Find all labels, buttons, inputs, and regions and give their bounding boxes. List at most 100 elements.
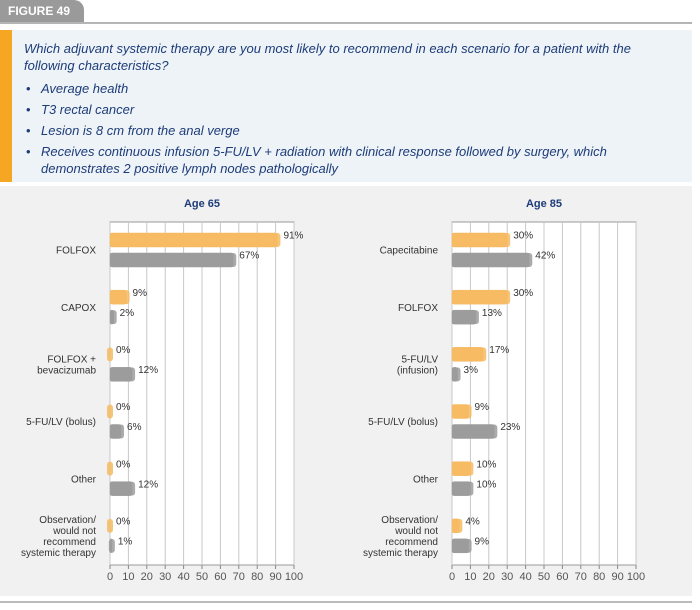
value-label: 12%	[138, 479, 158, 490]
bar-cap	[504, 290, 511, 305]
value-label: 23%	[500, 422, 520, 433]
bar-cap	[465, 538, 472, 553]
value-label: 67%	[239, 251, 259, 262]
value-label: 4%	[465, 516, 480, 527]
question-box: Which adjuvant systemic therapy are you …	[0, 30, 692, 182]
chart-title: Age 65	[184, 198, 220, 210]
bar	[109, 481, 133, 496]
chart-title: Age 85	[526, 198, 562, 210]
value-label: 9%	[475, 536, 490, 547]
header-rule	[0, 22, 692, 24]
value-label: 6%	[127, 422, 142, 433]
value-label: 30%	[513, 231, 533, 242]
figure-tab: FIGURE 49	[0, 0, 84, 22]
x-tick-label: 10	[122, 571, 134, 583]
x-tick-label: 80	[593, 571, 605, 583]
bar-cap	[123, 290, 130, 305]
bar	[451, 309, 477, 325]
bar-cap	[107, 347, 113, 362]
value-label: 42%	[535, 251, 555, 262]
value-label: 17%	[489, 345, 509, 356]
value-label: 0%	[116, 516, 131, 527]
value-label: 30%	[513, 288, 533, 299]
bar-cap	[467, 461, 474, 476]
category-label: Other	[413, 474, 439, 485]
bar-cap	[491, 424, 498, 439]
value-label: 9%	[475, 402, 490, 413]
bar	[109, 367, 133, 382]
category-label: Other	[71, 474, 97, 485]
category-label: FOLFOX + bevacizumab	[37, 354, 96, 376]
bar-cap	[472, 310, 479, 325]
x-tick-label: 90	[611, 571, 623, 583]
bar	[451, 252, 530, 268]
bar-cap	[467, 481, 474, 496]
x-tick-label: 0	[107, 571, 113, 583]
value-label: 3%	[464, 365, 479, 376]
x-tick-label: 50	[196, 571, 208, 583]
bar-cap	[526, 253, 533, 267]
x-tick-label: 20	[483, 571, 495, 583]
bar	[451, 289, 508, 305]
category-label: 5-FU/LV (infusion)	[397, 354, 438, 376]
bullet: T3 rectal cancer	[26, 101, 680, 118]
category-label: Capecitabine	[380, 245, 439, 256]
x-tick-label: 10	[464, 571, 476, 583]
bar-cap	[108, 538, 115, 553]
bar-cap	[110, 310, 117, 325]
value-label: 91%	[283, 231, 303, 242]
x-tick-label: 50	[538, 571, 550, 583]
bar-cap	[465, 404, 472, 419]
bar-cap	[454, 367, 461, 382]
category-label: Observation/would not recommend systemic t…	[21, 515, 96, 559]
bullet: Lesion is 8 cm from the anal verge	[26, 122, 680, 139]
x-tick-label: 30	[159, 571, 171, 583]
bar	[451, 424, 495, 439]
x-tick-label: 70	[233, 571, 245, 583]
value-label: 9%	[133, 288, 148, 299]
category-label: CAPOX	[61, 302, 96, 313]
bar	[109, 232, 278, 248]
bar-cap	[480, 347, 487, 362]
bullet: Average health	[26, 80, 680, 97]
bullet-list: Average health T3 rectal cancer Lesion i…	[24, 80, 680, 177]
category-label: Observation/would not recommend systemic t…	[363, 515, 438, 559]
bar-cap	[118, 424, 125, 439]
value-label: 12%	[138, 365, 158, 376]
bar-cap	[107, 404, 113, 419]
x-tick-label: 90	[269, 571, 281, 583]
category-label: FOLFOX	[398, 302, 438, 313]
value-label: 10%	[476, 459, 496, 470]
bar	[451, 347, 484, 362]
value-label: 0%	[116, 345, 131, 356]
question: Which adjuvant systemic therapy are you …	[24, 41, 631, 73]
x-tick-label: 60	[556, 571, 568, 583]
value-label: 0%	[116, 459, 131, 470]
bar-cap	[504, 233, 511, 247]
x-tick-label: 60	[214, 571, 226, 583]
x-tick-label: 30	[501, 571, 513, 583]
bullet: Receives continuous infusion 5-FU/LV + r…	[26, 143, 680, 177]
category-label: FOLFOX	[56, 245, 96, 256]
bar	[451, 232, 508, 248]
value-label: 2%	[120, 308, 135, 319]
x-tick-label: 100	[627, 571, 645, 583]
value-label: 13%	[482, 308, 502, 319]
value-label: 10%	[476, 479, 496, 490]
value-label: 0%	[116, 402, 131, 413]
value-label: 1%	[118, 536, 133, 547]
category-label: 5-FU/LV (bolus)	[368, 417, 438, 428]
x-tick-label: 40	[519, 571, 531, 583]
bar-cap	[129, 481, 136, 496]
bar-cap	[274, 233, 281, 247]
x-tick-label: 40	[177, 571, 189, 583]
x-tick-label: 80	[251, 571, 263, 583]
bar-cap	[129, 367, 136, 382]
bar-cap	[456, 518, 463, 533]
charts: Age 650 10 20 30 40 50 60 70 80 90 100FOLFOX91%67%…	[0, 186, 692, 603]
bar	[109, 252, 234, 268]
bar-cap	[107, 518, 113, 533]
x-tick-label: 0	[449, 571, 455, 583]
x-tick-label: 20	[141, 571, 153, 583]
